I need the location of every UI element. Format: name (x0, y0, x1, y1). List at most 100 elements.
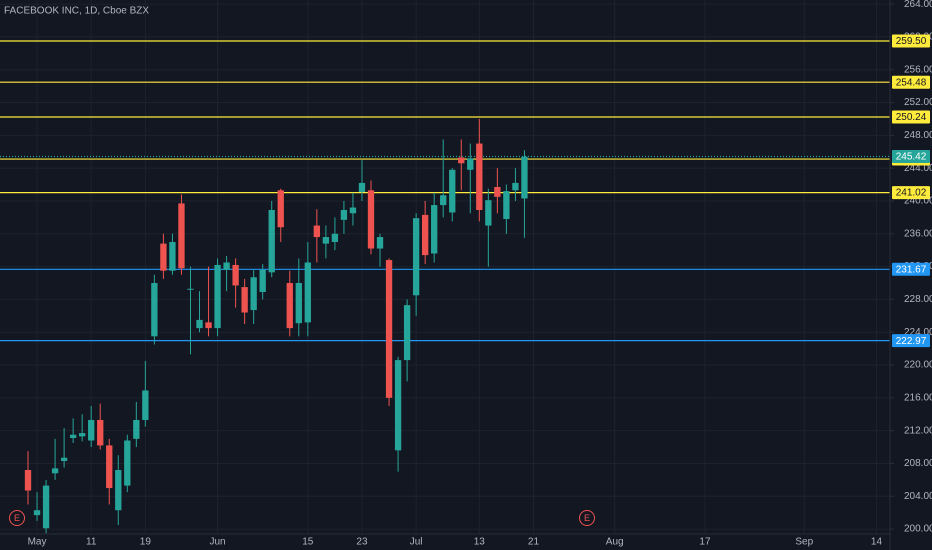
candle-body (403, 305, 411, 361)
y-tick-label: 228.00 (904, 294, 932, 305)
candle-body (60, 457, 68, 461)
candle-body (512, 182, 519, 191)
candle-body (142, 390, 149, 420)
earnings-label: E (14, 513, 20, 523)
x-tick-label: 21 (528, 537, 540, 548)
candle-body (51, 468, 59, 474)
candle-body (178, 203, 185, 269)
earnings-marker[interactable] (9, 510, 25, 526)
candle-body (331, 233, 339, 242)
candle-body (295, 282, 302, 324)
candle-body (196, 319, 203, 329)
candle-body (277, 190, 284, 228)
candle-body (521, 156, 528, 199)
candle-body (223, 262, 230, 270)
candle-body (349, 207, 357, 214)
y-tick-label: 256.00 (904, 64, 932, 75)
candle-body (322, 237, 330, 244)
x-tick-label: May (28, 537, 47, 548)
candle-body (340, 209, 348, 220)
candle-body (187, 288, 194, 290)
y-tick-label: 220.00 (904, 360, 932, 371)
candle-body (205, 322, 212, 329)
candle-body (97, 419, 104, 446)
price-label: 254.48 (896, 77, 927, 88)
price-label: 245.42 (896, 152, 927, 163)
price-label: 222.97 (896, 336, 927, 347)
price-label: 241.02 (896, 188, 927, 199)
price-label-box (892, 334, 930, 348)
candle-body (440, 195, 447, 206)
candle-body (485, 200, 492, 226)
price-label-box (892, 262, 930, 276)
candle-body (268, 209, 275, 273)
price-label-box (892, 186, 930, 200)
candle-body (286, 282, 293, 329)
price-label-box (892, 75, 930, 89)
candle-body (232, 264, 239, 286)
candle-body (115, 470, 122, 511)
candle-body (124, 440, 131, 486)
price-label-box (892, 34, 930, 48)
y-tick-label: 224.00 (904, 327, 932, 338)
candle-body (358, 182, 366, 192)
y-tick-label: 236.00 (904, 228, 932, 239)
candle-body (106, 445, 113, 489)
candle-body (394, 360, 402, 451)
candles (24, 118, 528, 534)
candle-body (467, 158, 474, 170)
y-tick-label: 264.00 (904, 0, 932, 10)
candle-body (412, 218, 420, 296)
earnings-marker[interactable] (579, 510, 595, 526)
y-tick-label: 216.00 (904, 392, 932, 403)
x-tick-label: 13 (474, 537, 486, 548)
x-tick-label: 17 (699, 537, 711, 548)
candle-body (250, 277, 257, 311)
y-tick-label: 204.00 (904, 491, 932, 502)
candle-body (376, 237, 384, 249)
candle-body (431, 205, 438, 254)
y-tick-label: 208.00 (904, 458, 932, 469)
candle-body (241, 287, 248, 313)
candle-body (503, 191, 510, 220)
x-tick-label: 15 (302, 537, 314, 548)
candle-body (133, 419, 140, 439)
candle-body (476, 143, 483, 210)
candle-body (24, 470, 32, 491)
earnings-label: E (584, 513, 590, 523)
candle-body (151, 282, 158, 337)
candle-body (33, 510, 41, 516)
x-tick-label: 11 (86, 537, 97, 548)
candle-body (449, 169, 456, 213)
y-tick-label: 248.00 (904, 130, 932, 141)
y-tick-label: 252.00 (904, 97, 932, 108)
candle-body (160, 243, 167, 271)
levels (0, 40, 890, 342)
x-tick-label: Aug (606, 537, 624, 548)
candle-body (79, 433, 86, 437)
candle-body (421, 214, 429, 256)
x-tick-label: 19 (140, 537, 152, 548)
y-tick-label: 200.00 (904, 524, 932, 535)
x-tick-label: 14 (871, 537, 883, 548)
candle-body (494, 187, 501, 197)
axes: 200.00 204.00 208.00 212.00 216.00 220.00 224.… (28, 0, 932, 548)
x-tick-label: 23 (356, 537, 368, 548)
y-tick-label: 244.00 (904, 163, 932, 174)
candle-body (259, 269, 266, 293)
candle-body (458, 157, 465, 164)
x-tick-label: Jun (209, 537, 225, 548)
y-tick-label: 240.00 (904, 196, 932, 207)
candle-body (385, 260, 393, 398)
price-label-box (892, 110, 930, 124)
candle-body (169, 241, 176, 271)
chart-title: FACEBOOK INC, 1D, Cboe BZX (4, 6, 149, 17)
price-label: 231.67 (896, 264, 927, 275)
price-label: 259.50 (896, 36, 927, 47)
candle-body (214, 264, 221, 329)
candle-body (69, 434, 77, 439)
price-label-box (892, 150, 930, 164)
candle-body (304, 262, 311, 323)
